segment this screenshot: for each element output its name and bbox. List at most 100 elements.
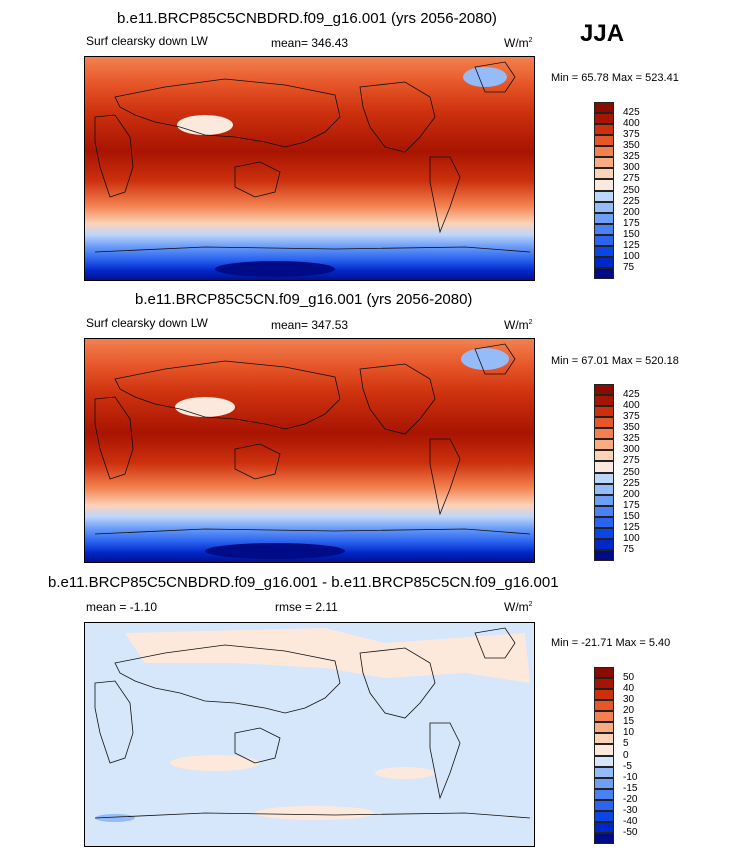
colorbar-segment [594, 733, 614, 745]
panel3-units-label: W/m2 [504, 600, 533, 614]
panel3-mean-label: mean = -1.10 [86, 600, 158, 614]
panel1-minmax: Min = 65.78 Max = 523.41 [551, 72, 679, 84]
colorbar-segment [594, 428, 614, 440]
colorbar-segment [594, 667, 614, 679]
colorbar-tick-label: -40 [623, 815, 638, 827]
colorbar-tick-label: 200 [623, 206, 640, 218]
colorbar-tick-label: 225 [623, 477, 640, 489]
colorbar-tick-label: 425 [623, 107, 640, 119]
colorbar-segment [594, 450, 614, 462]
colorbar-tick-label: 175 [623, 217, 640, 229]
colorbar-tick-label: -15 [623, 782, 638, 794]
colorbar-segment [594, 267, 614, 279]
colorbar-tick-label: 75 [623, 261, 635, 273]
colorbar-tick-label: 400 [623, 118, 640, 130]
colorbar-segment [594, 417, 614, 429]
colorbar-tick-label: 125 [623, 239, 640, 251]
colorbar-tick-label: 225 [623, 195, 640, 207]
colorbar-segment [594, 135, 614, 147]
panel2-coastlines [94, 343, 531, 535]
colorbar-tick-label: 350 [623, 422, 640, 434]
colorbar-segment [594, 799, 614, 811]
panel1-units-label: W/m2 [504, 36, 533, 50]
panel1-mean-label: mean= 346.43 [271, 36, 349, 50]
colorbar-tick-label: 375 [623, 411, 640, 423]
colorbar-tick-label: 275 [623, 173, 640, 185]
colorbar-tick-label: 250 [623, 466, 640, 478]
colorbar-segment [594, 744, 614, 756]
panel3-colorbar [594, 667, 614, 844]
colorbar-tick-label: 100 [623, 250, 640, 262]
colorbar-segment [594, 157, 614, 169]
colorbar-segment [594, 711, 614, 723]
colorbar-tick-label: -50 [623, 826, 638, 838]
colorbar-segment [594, 700, 614, 712]
colorbar-segment [594, 384, 614, 396]
colorbar-tick-label: 400 [623, 400, 640, 412]
panel3-map [84, 622, 535, 847]
colorbar-segment [594, 755, 614, 767]
panel1-colorbar [594, 102, 614, 279]
season-label: JJA [580, 20, 625, 47]
panel1-map-svg [85, 57, 534, 280]
panel3-coastlines [94, 627, 531, 819]
colorbar-segment [594, 234, 614, 246]
colorbar-tick-label: 375 [623, 129, 640, 141]
panel2-mean-label: mean= 347.53 [271, 318, 349, 332]
colorbar-segment [594, 124, 614, 136]
colorbar-tick-label: 50 [623, 672, 635, 684]
colorbar-segment [594, 689, 614, 701]
colorbar-tick-label: 175 [623, 499, 640, 511]
panel2-minmax: Min = 67.01 Max = 520.18 [551, 355, 679, 367]
colorbar-tick-label: 40 [623, 683, 635, 695]
colorbar-segment [594, 810, 614, 822]
colorbar-segment [594, 190, 614, 202]
colorbar-tick-label: 0 [623, 749, 629, 761]
colorbar-segment [594, 472, 614, 484]
colorbar-tick-label: 100 [623, 532, 640, 544]
panel1-title: b.e11.BRCP85C5CNBDRD.f09_g16.001 (yrs 20… [117, 10, 497, 27]
colorbar-segment [594, 678, 614, 690]
colorbar-tick-label: 425 [623, 389, 640, 401]
panel3-minmax: Min = -21.71 Max = 5.40 [551, 637, 671, 649]
colorbar-tick-label: 30 [623, 694, 635, 706]
panel2-variable-label: Surf clearsky down LW [86, 316, 208, 330]
panel2-map-svg [85, 339, 534, 562]
colorbar-tick-label: 200 [623, 488, 640, 500]
colorbar-segment [594, 146, 614, 158]
colorbar-tick-label: 275 [623, 455, 640, 467]
colorbar-tick-label: -10 [623, 771, 638, 783]
colorbar-segment [594, 223, 614, 235]
colorbar-tick-label: -30 [623, 804, 638, 816]
colorbar-segment [594, 777, 614, 789]
colorbar-segment [594, 538, 614, 550]
panel2-units-label: W/m2 [504, 318, 533, 332]
colorbar-segment [594, 212, 614, 224]
colorbar-segment [594, 201, 614, 213]
colorbar-tick-label: -5 [623, 760, 632, 772]
colorbar-tick-label: 10 [623, 727, 635, 739]
colorbar-segment [594, 483, 614, 495]
panel3-rmse-label: rmse = 2.11 [275, 600, 338, 614]
colorbar-segment [594, 102, 614, 114]
colorbar-segment [594, 494, 614, 506]
colorbar-tick-label: 75 [623, 543, 635, 555]
colorbar-segment [594, 821, 614, 833]
colorbar-segment [594, 179, 614, 191]
panel2-colorbar [594, 384, 614, 561]
colorbar-segment [594, 245, 614, 257]
colorbar-tick-label: 150 [623, 228, 640, 240]
colorbar-segment [594, 461, 614, 473]
colorbar-segment [594, 113, 614, 125]
colorbar-tick-label: 325 [623, 151, 640, 163]
colorbar-segment [594, 527, 614, 539]
colorbar-segment [594, 516, 614, 528]
colorbar-tick-label: 20 [623, 705, 635, 717]
colorbar-tick-label: 125 [623, 521, 640, 533]
colorbar-segment [594, 722, 614, 734]
colorbar-tick-label: 300 [623, 444, 640, 456]
colorbar-segment [594, 505, 614, 517]
panel2-title: b.e11.BRCP85C5CN.f09_g16.001 (yrs 2056-2… [135, 291, 473, 308]
colorbar-tick-label: 150 [623, 510, 640, 522]
colorbar-segment [594, 256, 614, 268]
